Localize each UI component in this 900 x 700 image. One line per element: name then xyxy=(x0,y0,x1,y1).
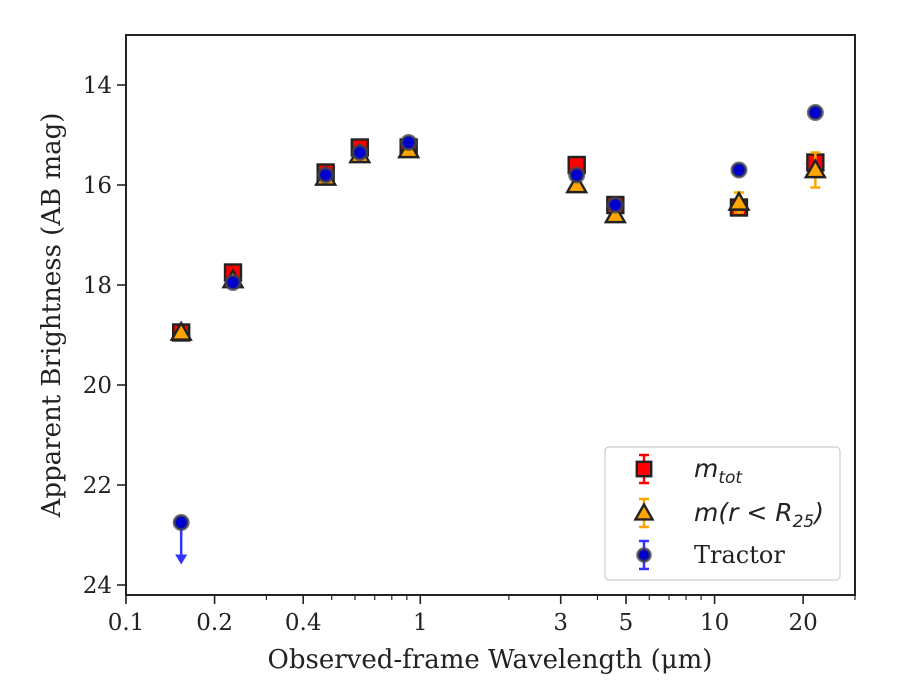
legend-marker-triangle xyxy=(633,502,655,521)
legend-math-main: m(r < R xyxy=(694,498,793,527)
mr25-point xyxy=(169,320,193,341)
tractor-point xyxy=(568,166,586,184)
axis-ticks: 0.1 0.2 0.4 1 3 5 10 20 14 16 18 20 22 24 xyxy=(83,73,856,636)
x-tick-label: 20 xyxy=(789,610,818,636)
legend-math-subscript: 25 xyxy=(793,512,815,532)
mr25-point xyxy=(603,203,627,224)
y-tick-label: 14 xyxy=(83,73,112,99)
x-tick-label: 0.2 xyxy=(196,610,233,636)
tractor-point xyxy=(351,144,369,161)
y-axis-label: Apparent Brightness (AB mag) xyxy=(37,113,67,519)
x-tick-label: 3 xyxy=(553,610,568,636)
x-tick-label: 5 xyxy=(619,610,634,636)
legend-marker-square xyxy=(635,460,653,478)
tractor-point xyxy=(400,134,418,151)
legend-math-subscript: tot xyxy=(718,468,743,488)
y-tick-label: 20 xyxy=(83,373,112,399)
legend-box xyxy=(604,446,841,581)
mr25-point xyxy=(803,158,827,179)
legend-label: m(r < R25) xyxy=(694,498,824,532)
tractor-point xyxy=(730,161,748,179)
tractor-point xyxy=(172,514,190,531)
tractor-point xyxy=(806,104,824,121)
tractor-point xyxy=(224,274,242,291)
y-tick-label: 22 xyxy=(83,473,112,499)
tractor-point xyxy=(606,196,624,214)
x-tick-label: 1 xyxy=(413,610,428,636)
x-tick-label: 0.4 xyxy=(285,610,322,636)
y-tick-label: 18 xyxy=(83,273,112,299)
tractor-point xyxy=(317,166,335,184)
y-tick-label: 24 xyxy=(83,573,112,599)
legend-math-main: m xyxy=(694,454,718,483)
plot-marks xyxy=(169,104,827,565)
legend-label: mtot xyxy=(694,454,743,488)
x-tick-label: 10 xyxy=(700,610,729,636)
legend-math-suffix: ) xyxy=(812,498,824,527)
legend-label: Tractor xyxy=(694,541,785,569)
y-tick-label: 16 xyxy=(83,173,112,199)
upper-limit-arrowhead xyxy=(175,554,188,565)
x-axis-label: Observed-frame Wavelength (μm) xyxy=(268,645,713,675)
mr25-point xyxy=(727,190,751,211)
mr25-point xyxy=(565,173,589,194)
legend: mtot m(r < R25) Tractor xyxy=(604,446,841,581)
legend-marker-circle xyxy=(636,547,652,563)
x-tick-label: 0.1 xyxy=(108,610,145,636)
plot-frame xyxy=(125,34,856,596)
